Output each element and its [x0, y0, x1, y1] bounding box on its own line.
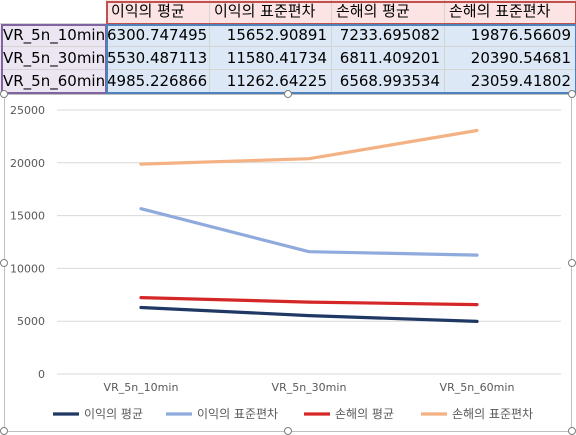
series-line — [139, 305, 479, 323]
legend-label: 이익의 평균 — [84, 407, 143, 421]
x-tick-label: VR_5n_60min — [440, 381, 515, 394]
corner-cell[interactable] — [0, 0, 107, 24]
row-label-60min[interactable]: VR_5n_60min — [0, 70, 107, 93]
resize-handle-middle-right[interactable] — [568, 259, 576, 267]
resize-handle-top-left[interactable] — [0, 90, 8, 98]
value-cell[interactable]: 19876.56609 — [445, 24, 576, 47]
series-line — [139, 128, 479, 166]
header-cell-gain-std[interactable]: 이익의 표준편차 — [210, 0, 332, 24]
value-cell[interactable]: 6811.409201 — [332, 47, 445, 70]
legend-label: 이익의 표준편차 — [197, 407, 278, 421]
value-cell[interactable]: 7233.695082 — [332, 24, 445, 47]
y-tick-label: 5000 — [17, 315, 45, 328]
resize-handle-top-right[interactable] — [568, 90, 576, 98]
resize-handle-bottom-middle[interactable] — [284, 427, 292, 435]
row-label-10min[interactable]: VR_5n_10min — [0, 24, 107, 47]
y-tick-label: 15000 — [10, 210, 45, 223]
legend-label: 손해의 표준편차 — [452, 407, 533, 421]
resize-handle-bottom-right[interactable] — [568, 427, 576, 435]
legend-label: 손해의 평균 — [335, 407, 394, 421]
y-tick-label: 25000 — [10, 104, 45, 117]
header-cell-loss-std[interactable]: 손해의 표준편차 — [445, 0, 576, 24]
value-cell[interactable]: 6300.747495 — [107, 24, 210, 47]
value-cell[interactable]: 4985.226866 — [107, 70, 210, 93]
chart-canvas: 0 5000 10000 15000 20000 25000 VR_5n_10min VR_5… — [10, 104, 561, 421]
values-range-highlight — [106, 24, 576, 94]
value-cell[interactable]: 11262.64225 — [210, 70, 332, 93]
spreadsheet-range: 이익의 평균 이익의 표준편차 손해의 평균 손해의 표준편차 VR_5n_10… — [0, 0, 576, 95]
header-cell-loss-mean[interactable]: 손해의 평균 — [332, 0, 445, 24]
series-line — [139, 296, 479, 307]
value-cell[interactable]: 6568.993534 — [332, 70, 445, 93]
row-label-30min[interactable]: VR_5n_30min — [0, 47, 107, 70]
value-cell[interactable]: 5530.487113 — [107, 47, 210, 70]
value-cell[interactable]: 20390.54681 — [445, 47, 576, 70]
line-chart[interactable]: 0 5000 10000 15000 20000 25000 VR_5n_10min VR_5… — [4, 94, 572, 432]
resize-handle-bottom-left[interactable] — [0, 427, 8, 435]
value-cell[interactable]: 23059.41802 — [445, 70, 576, 93]
resize-handle-middle-left[interactable] — [0, 259, 8, 267]
category-range-highlight — [1, 24, 107, 94]
x-tick-label: VR_5n_30min — [272, 381, 347, 394]
y-tick-label: 0 — [38, 368, 45, 381]
header-cell-gain-mean[interactable]: 이익의 평균 — [107, 0, 210, 24]
value-cell[interactable]: 15652.90891 — [210, 24, 332, 47]
series-name-range-highlight — [106, 1, 576, 25]
series-line — [139, 207, 479, 257]
resize-handle-top-middle[interactable] — [284, 90, 292, 98]
y-tick-label: 20000 — [10, 157, 45, 170]
value-cell[interactable]: 11580.41734 — [210, 47, 332, 70]
y-tick-label: 10000 — [10, 262, 45, 275]
x-tick-label: VR_5n_10min — [104, 381, 179, 394]
